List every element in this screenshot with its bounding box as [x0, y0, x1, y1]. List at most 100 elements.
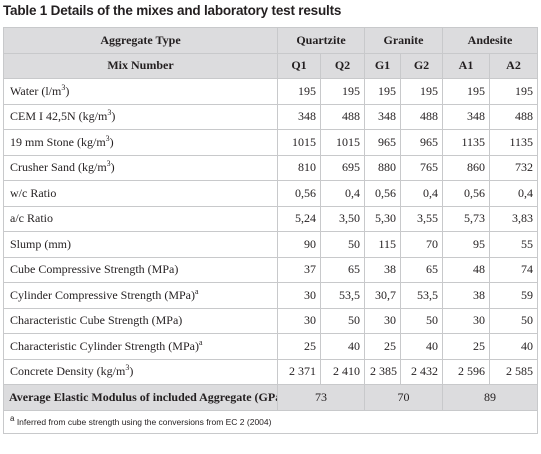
caption-text: Details of the mixes and laboratory test… [47, 3, 342, 18]
row-label: CEM I 42,5N (kg/m3) [3, 103, 278, 130]
row-label: Characteristic Cube Strength (MPa) [3, 307, 278, 334]
header-mix-a2: A2 [488, 52, 539, 79]
table-cell: 50 [320, 231, 365, 258]
table-cell: 0,56 [442, 180, 490, 207]
table-cell: 2 371 [277, 358, 321, 385]
table-cell: 0,56 [277, 180, 321, 207]
header-mix-g1: G1 [364, 52, 401, 79]
table-cell: 30 [277, 282, 321, 309]
results-table: Aggregate Type Quartzite Granite Andesit… [2, 27, 539, 434]
header-mix-q1: Q1 [277, 52, 321, 79]
header-mix-number: Mix Number [3, 52, 278, 79]
table-cell: 2 432 [400, 358, 443, 385]
table-cell: 50 [400, 307, 443, 334]
table-cell: 25 [277, 333, 321, 360]
table-cell: 65 [320, 256, 365, 283]
table-cell: 488 [400, 103, 443, 130]
table-cell: 65 [400, 256, 443, 283]
table-cell: 90 [277, 231, 321, 258]
row-label-superscript: 3 [125, 363, 130, 373]
table-cell: 5,73 [442, 205, 490, 232]
row-label-text: Slump (mm) [10, 236, 72, 251]
table-cell: 115 [364, 231, 401, 258]
header-aggregate-type: Aggregate Type [3, 27, 278, 54]
table-row: Water (l/m3) 195 195 195 195 195 195 [3, 78, 539, 105]
average-label: Average Elastic Modulus of included Aggr… [3, 384, 278, 411]
row-label: 19 mm Stone (kg/m3) [3, 129, 278, 156]
row-label-text: 19 mm Stone (kg/m [10, 134, 106, 149]
caption-label: Table 1 [3, 3, 48, 18]
row-label-text: Cube Compressive Strength (MPa) [10, 262, 179, 277]
table-caption: Table 1 Details of the mixes and laborat… [3, 3, 341, 18]
row-label-suffix: ) [109, 134, 114, 149]
row-label-text: Crusher Sand (kg/m [10, 160, 107, 175]
table-cell: 95 [442, 231, 490, 258]
table-cell: 0,4 [320, 180, 365, 207]
table-cell: 30 [277, 307, 321, 334]
row-label: Concrete Density (kg/m3) [3, 358, 278, 385]
footnote-text: Inferred from cube strength using the co… [14, 416, 272, 427]
table-cell: 195 [488, 78, 539, 105]
row-label: Water (l/m3) [3, 78, 278, 105]
table-cell: 37 [277, 256, 321, 283]
table-cell: 59 [488, 282, 539, 309]
row-label: a/c Ratio [3, 205, 278, 232]
table-cell: 5,24 [277, 205, 321, 232]
table-cell: 53,5 [320, 282, 365, 309]
row-label-suffix: ) [111, 109, 116, 124]
row-label-text: Characteristic Cylinder Strength (MPa) [10, 338, 199, 353]
table-row: CEM I 42,5N (kg/m3) 348 488 348 488 348 488 [3, 103, 539, 130]
row-label-superscript: 3 [106, 159, 111, 169]
table-cell: 860 [442, 154, 490, 181]
row-label-superscript: 3 [61, 82, 66, 92]
table-row: Cube Compressive Strength (MPa) 37 65 38 65 4… [3, 256, 539, 283]
row-label: Cube Compressive Strength (MPa) [3, 256, 278, 283]
table-cell: 0,4 [488, 180, 539, 207]
row-label: Cylinder Compressive Strength (MPa)a [3, 282, 278, 309]
average-value-andesite: 89 [441, 384, 539, 411]
table-cell: 2 385 [364, 358, 401, 385]
table-row: Characteristic Cylinder Strength (MPa)a 2… [3, 333, 539, 360]
table-cell: 348 [442, 103, 490, 130]
table-cell: 3,83 [488, 205, 539, 232]
row-label-text: Water (l/m [10, 83, 62, 98]
header-row-mix: Mix Number Q1 Q2 G1 G2 A1 A2 [3, 52, 539, 79]
header-mix-g2: G2 [400, 52, 443, 79]
table-cell: 0,56 [364, 180, 401, 207]
row-label-superscript: a [194, 286, 199, 296]
table-cell: 732 [488, 154, 539, 181]
header-group-quartzite: Quartzite [277, 27, 365, 54]
table-cell: 195 [364, 78, 401, 105]
table-cell: 3,50 [320, 205, 365, 232]
row-label-text: Concrete Density (kg/m [10, 364, 126, 379]
table-row: Crusher Sand (kg/m3) 810 695 880 765 860 732 [3, 154, 539, 181]
table-cell: 765 [400, 154, 443, 181]
footnote-row: a Inferred from cube strength using the … [2, 409, 539, 434]
table-cell: 1015 [320, 129, 365, 156]
header-mix-q2: Q2 [320, 52, 365, 79]
row-label-superscript: a [198, 337, 203, 347]
table-cell: 50 [320, 307, 365, 334]
table-cell: 195 [277, 78, 321, 105]
row-label: w/c Ratio [3, 180, 278, 207]
header-mix-a1: A1 [442, 52, 490, 79]
table-cell: 38 [364, 256, 401, 283]
row-label: Slump (mm) [3, 231, 278, 258]
table-cell: 1135 [442, 129, 490, 156]
row-label-suffix: ) [65, 83, 70, 98]
table-cell: 695 [320, 154, 365, 181]
header-row-aggregate: Aggregate Type Quartzite Granite Andesit… [3, 27, 539, 54]
row-label-text: w/c Ratio [10, 185, 57, 200]
table-cell: 0,4 [400, 180, 443, 207]
table-cell: 1015 [277, 129, 321, 156]
row-label-text: Cylinder Compressive Strength (MPa) [10, 287, 195, 302]
footnote-marker: a [10, 413, 15, 423]
table-cell: 50 [488, 307, 539, 334]
table-cell: 2 410 [320, 358, 365, 385]
table-cell: 488 [488, 103, 539, 130]
row-label: Crusher Sand (kg/m3) [3, 154, 278, 181]
row-label-suffix: ) [110, 160, 115, 175]
table-cell: 40 [320, 333, 365, 360]
table-cell: 488 [320, 103, 365, 130]
table-cell: 48 [442, 256, 490, 283]
